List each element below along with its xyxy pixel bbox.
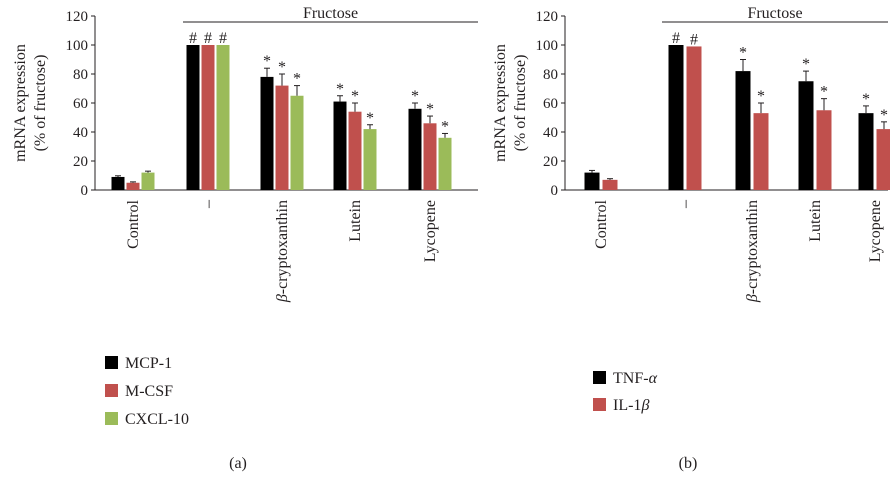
y-tick-label: 100 [536, 38, 559, 54]
y-tick-label: 60 [73, 96, 88, 112]
category-label: – [200, 199, 217, 209]
significance-mark-star: * [351, 88, 359, 105]
category-label: Lycopene [422, 200, 439, 262]
bar [363, 129, 377, 190]
legend-label: CXCL-10 [125, 411, 189, 428]
y-tick-label: 20 [543, 154, 558, 170]
bar [186, 45, 200, 190]
significance-mark-hash: # [672, 30, 680, 47]
significance-mark-hash: # [189, 30, 197, 47]
legend-swatch [105, 384, 118, 397]
bar [876, 129, 890, 190]
y-axis-label-units: (% of fructose) [32, 55, 49, 152]
y-tick-label: 100 [66, 38, 89, 54]
y-tick-label: 120 [536, 9, 559, 25]
chart-panel-b: 0 20 40 60 80 100 120 mRNA expression (% of fruc… [492, 5, 890, 472]
panel-label: (a) [229, 455, 247, 472]
y-tick-label: 0 [81, 183, 89, 199]
bar [858, 113, 874, 190]
chart-panel-a: 0 20 40 60 80 100 120 mRNA expression (% of fruc… [12, 5, 478, 472]
significance-mark-hash: # [219, 30, 227, 47]
legend-swatch [593, 371, 606, 384]
bar [668, 45, 684, 190]
significance-mark-star: * [293, 71, 301, 88]
bar [735, 71, 751, 190]
y-tick-label: 0 [551, 183, 559, 199]
legend-label: M-CSF [125, 383, 173, 400]
bar [686, 46, 702, 191]
legend-swatch [593, 398, 606, 411]
significance-mark-star: * [757, 88, 765, 105]
bar [816, 110, 832, 190]
significance-mark-star: * [802, 56, 810, 73]
bar [275, 85, 289, 190]
legend-label: MCP-1 [125, 355, 172, 372]
significance-mark-hash: # [204, 30, 212, 47]
y-tick-label: 40 [543, 125, 558, 141]
category-label: β-cryptoxanthin [744, 200, 761, 303]
bar [141, 172, 155, 190]
significance-mark-star: * [880, 107, 888, 124]
group-label: Fructose [747, 5, 802, 22]
significance-mark-star: * [441, 118, 449, 135]
legend-swatch [105, 356, 118, 369]
bar [260, 76, 274, 190]
bar [602, 179, 618, 190]
group-label: Fructose [303, 5, 358, 22]
category-label: – [677, 199, 694, 209]
y-axis-label: mRNA expression [492, 44, 509, 162]
bar [408, 108, 422, 190]
significance-mark-star: * [263, 53, 271, 70]
significance-mark-star: * [278, 59, 286, 76]
significance-mark-star: * [862, 91, 870, 108]
category-label: β-cryptoxanthin [274, 200, 291, 303]
significance-mark-star: * [366, 110, 374, 127]
significance-mark-star: * [336, 81, 344, 98]
bar [290, 95, 304, 190]
legend-swatch [105, 412, 118, 425]
y-tick-label: 20 [73, 154, 88, 170]
y-tick-label: 80 [73, 67, 88, 83]
significance-mark-star: * [820, 84, 828, 101]
y-tick-label: 120 [66, 9, 89, 25]
bar [111, 176, 125, 190]
y-tick-label: 40 [73, 125, 88, 141]
bar [201, 45, 215, 190]
bar [333, 101, 347, 190]
bar [438, 137, 452, 190]
bar [126, 182, 140, 190]
bar [216, 45, 230, 190]
bar [348, 111, 362, 190]
bar [753, 113, 769, 190]
bar [584, 172, 600, 190]
significance-mark-star: * [426, 101, 434, 118]
legend-label: TNF-α [613, 370, 658, 387]
legend-label: IL-1β [613, 397, 649, 414]
panel-label: (b) [679, 455, 698, 472]
significance-mark-hash: # [690, 31, 698, 48]
y-axis-label-units: (% of fructose) [512, 55, 529, 152]
bar [423, 123, 437, 190]
category-label: Lutein [807, 200, 824, 242]
y-tick-label: 80 [543, 67, 558, 83]
y-axis-label: mRNA expression [12, 44, 29, 162]
significance-mark-star: * [739, 45, 747, 62]
category-label: Control [593, 199, 610, 248]
y-tick-label: 60 [543, 96, 558, 112]
significance-mark-star: * [411, 88, 419, 105]
category-label: Lycopene [867, 200, 884, 262]
category-label: Control [125, 199, 142, 248]
bar [798, 81, 814, 190]
category-label: Lutein [347, 200, 364, 242]
